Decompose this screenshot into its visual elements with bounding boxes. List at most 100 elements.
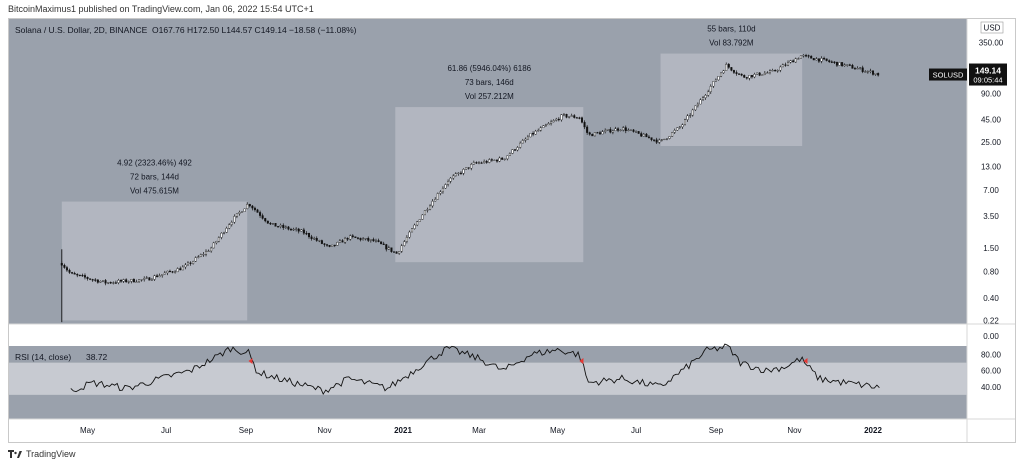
symbol-legend[interactable]: Solana / U.S. Dollar, 2D, BINANCE <box>15 25 148 35</box>
candle-body <box>537 130 540 132</box>
candle-body <box>753 74 756 78</box>
candle-body <box>738 73 741 75</box>
candle-body <box>421 214 424 220</box>
rsi-tick: 60.00 <box>981 367 1002 376</box>
candle-body <box>807 55 810 57</box>
candle-body <box>166 270 169 274</box>
candle-body <box>107 282 110 284</box>
candle-body <box>578 117 581 119</box>
rsi-value: 38.72 <box>86 352 108 362</box>
candle-body <box>519 142 522 148</box>
candle-body <box>635 131 638 133</box>
candle-body <box>524 138 527 141</box>
candle-body <box>833 61 836 63</box>
candle-body <box>609 129 612 133</box>
candle-body <box>611 130 614 133</box>
candle-body <box>815 58 818 61</box>
time-tick: Mar <box>472 426 486 435</box>
candle-body <box>593 132 596 137</box>
candle-body <box>516 147 519 151</box>
candle-body <box>542 125 545 128</box>
candle-body <box>472 162 475 165</box>
candle-body <box>122 279 125 282</box>
candle-body <box>292 228 295 231</box>
candle-body <box>768 70 771 73</box>
tradingview-logo[interactable]: TradingView <box>8 449 76 459</box>
candle-body <box>526 136 529 140</box>
candle-body <box>341 240 344 243</box>
candle-body <box>238 212 241 214</box>
currency-box[interactable] <box>980 21 1004 34</box>
annotation-3-line-2: 55 bars, 110d <box>707 25 755 34</box>
candle-body <box>771 70 774 72</box>
price-tick: 7.00 <box>983 186 999 195</box>
candle-body <box>604 130 607 132</box>
candle-body <box>411 228 414 233</box>
annotation-2-line-2: 73 bars, 146d <box>465 78 514 87</box>
candle-body <box>73 273 76 275</box>
candle-body <box>243 208 246 212</box>
candle-body <box>228 224 231 229</box>
candle-body <box>434 199 437 202</box>
candle-body <box>707 91 710 96</box>
candle-body <box>148 277 151 281</box>
candle-body <box>521 140 524 144</box>
candle-body <box>583 122 586 128</box>
time-tick: Sep <box>709 426 724 435</box>
candle-body <box>305 233 308 235</box>
candle-body <box>866 71 869 73</box>
candle-body <box>730 67 733 71</box>
rsi-tick: 40.00 <box>981 383 1002 392</box>
candle-body <box>76 274 79 276</box>
chart-area[interactable]: 4.92 (2323.46%) 492 72 bars, 144d Vol 475.… <box>8 11 1016 443</box>
candle-body <box>210 247 213 252</box>
price-tick: 0.80 <box>983 268 999 277</box>
price-axis[interactable] <box>967 19 1015 419</box>
candle-body <box>501 157 504 160</box>
candle-body <box>94 279 97 281</box>
candle-body <box>874 73 877 75</box>
chart-svg[interactable]: 4.92 (2323.46%) 492 72 bars, 144d Vol 475.… <box>9 11 1015 442</box>
candle-body <box>71 272 74 274</box>
candle-body <box>483 161 486 164</box>
candle-body <box>560 114 563 121</box>
candle-body <box>346 237 349 240</box>
candle-body <box>132 279 135 283</box>
candle-body <box>271 223 274 225</box>
candle-body <box>161 274 164 276</box>
candle-body <box>480 162 483 164</box>
candle-body <box>794 58 797 63</box>
price-tick: 350.00 <box>979 38 1004 47</box>
candle-body <box>493 159 496 161</box>
candle-body <box>63 265 66 268</box>
candle-body <box>274 223 277 227</box>
candle-body <box>776 70 779 72</box>
candle-body <box>230 221 233 225</box>
candle-body <box>174 271 177 273</box>
candle-body <box>261 215 264 219</box>
candle-body <box>763 72 766 75</box>
bar-countdown: 09:05:44 <box>973 76 1002 85</box>
candle-body <box>256 209 259 213</box>
candle-body <box>150 279 153 281</box>
publish-attribution: BitcoinMaximus1 published on TradingView… <box>8 4 314 14</box>
candle-body <box>186 262 189 266</box>
candle-body <box>544 124 547 126</box>
candle-body <box>853 68 856 70</box>
candle-body <box>449 177 452 182</box>
candle-body <box>586 126 589 133</box>
candle-body <box>498 157 501 162</box>
candle-body <box>248 204 251 207</box>
candle-body <box>812 58 815 61</box>
candle-body <box>398 251 401 254</box>
candle-body <box>568 116 571 118</box>
rsi-legend[interactable]: RSI (14, close) <box>15 352 71 362</box>
candle-body <box>454 173 457 177</box>
candle-body <box>194 257 197 262</box>
tradingview-icon <box>8 449 22 458</box>
candle-body <box>817 58 820 62</box>
price-tick: 25.00 <box>981 138 1002 147</box>
candle-body <box>163 272 166 275</box>
candle-body <box>658 139 661 143</box>
